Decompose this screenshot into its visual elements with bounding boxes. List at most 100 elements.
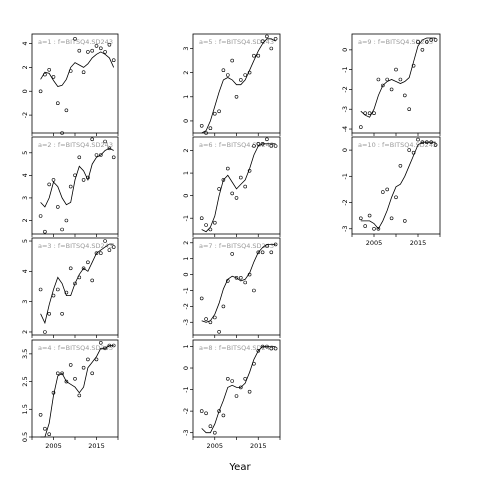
data-point xyxy=(234,95,239,99)
panel-strip-label: a=1 : f=BITSQ4.SD243 xyxy=(38,38,113,46)
data-point xyxy=(363,224,368,228)
data-point xyxy=(273,36,278,41)
data-point xyxy=(269,250,274,255)
data-point xyxy=(243,376,247,381)
data-point xyxy=(217,187,221,191)
data-point xyxy=(234,275,239,280)
y-tick-label: 4 xyxy=(21,41,29,45)
y-tick-label: 0 xyxy=(182,194,190,198)
panel-8: a=8 : f=BITSQ4.SD243 -3 -2 -1 0 1 2005 2015 xyxy=(182,339,281,450)
data-point xyxy=(64,218,69,223)
data-point xyxy=(213,220,217,225)
data-point xyxy=(51,178,56,182)
data-point xyxy=(385,77,390,82)
data-point xyxy=(199,409,204,413)
data-point xyxy=(256,348,261,353)
data-point xyxy=(429,140,434,144)
data-point xyxy=(243,73,247,77)
panel-frame xyxy=(192,339,281,438)
data-point xyxy=(111,58,116,63)
data-point xyxy=(260,39,265,44)
data-point xyxy=(273,144,278,148)
data-point xyxy=(265,34,269,39)
data-point xyxy=(86,260,90,265)
y-tick-label: 1 xyxy=(182,171,190,175)
y-tick-label: 0.5 xyxy=(21,432,29,442)
panel-4: a=4 : f=BITSQ4.SD243 0.5 1.5 2.5 3.5 2005 2015 xyxy=(21,339,119,450)
data-point xyxy=(86,357,90,362)
data-point xyxy=(372,111,376,115)
panel-strip-label: a=9 : f=BITSQ4.SD243 xyxy=(358,38,433,46)
smooth-line xyxy=(40,51,115,87)
data-point xyxy=(68,266,73,271)
y-tick-label: -3 xyxy=(182,319,190,325)
y-tick-label: 4 xyxy=(21,269,29,273)
data-point xyxy=(204,223,208,227)
data-point xyxy=(239,78,243,82)
panels-layer: a=1 : f=BITSQ4.SD243 -2 0 2 4 a=2 : f=BITSQ4.… xyxy=(21,33,441,450)
smooth-line xyxy=(201,346,276,434)
y-tick-label: -1 xyxy=(182,386,190,392)
data-point xyxy=(385,187,390,192)
smooth-line xyxy=(360,37,436,118)
data-point xyxy=(239,385,243,390)
smooth-line xyxy=(201,38,276,134)
data-point xyxy=(64,108,69,113)
panel-5: a=5 : f=BITSQ4.SD243 0 1 2 3 xyxy=(182,33,281,136)
data-point xyxy=(252,144,256,148)
y-tick-label: 4 xyxy=(21,173,29,177)
data-point xyxy=(208,227,213,232)
data-point xyxy=(226,166,230,171)
data-point xyxy=(51,390,56,395)
data-point xyxy=(230,191,234,196)
y-tick-label: 3 xyxy=(21,196,29,200)
data-point xyxy=(199,216,204,220)
data-point xyxy=(402,93,407,98)
data-point xyxy=(221,304,226,309)
data-point xyxy=(226,279,230,283)
data-point xyxy=(269,46,274,51)
data-point xyxy=(38,412,43,417)
x-tick-label: 2005 xyxy=(206,442,223,450)
data-point xyxy=(111,245,116,249)
data-point xyxy=(77,48,82,53)
y-tick-label: 5 xyxy=(21,239,29,243)
data-point xyxy=(204,317,208,321)
data-point xyxy=(217,109,221,114)
data-point xyxy=(107,343,112,348)
smooth-line xyxy=(40,345,114,438)
data-point xyxy=(199,124,204,128)
panel-strip-label: a=2 : f=BITSQ4.SD243 xyxy=(38,141,113,149)
data-point xyxy=(407,148,412,152)
data-point xyxy=(55,371,60,376)
data-point xyxy=(81,266,86,271)
data-point xyxy=(424,140,429,144)
data-point xyxy=(60,311,64,316)
data-point xyxy=(213,430,217,435)
data-point xyxy=(394,195,398,200)
data-point xyxy=(68,69,73,73)
data-point xyxy=(429,38,434,42)
panel-strip-label: a=10 : f=BITSQ4.SD243 xyxy=(358,141,437,149)
y-tick-label: 0 xyxy=(341,148,349,152)
data-point xyxy=(260,344,265,349)
data-point xyxy=(47,311,52,316)
y-tick-label: -1 xyxy=(182,215,190,221)
data-point xyxy=(411,150,416,155)
panel-frame xyxy=(31,136,119,235)
y-tick-label: 2 xyxy=(182,148,190,152)
data-point xyxy=(230,379,234,383)
data-point xyxy=(247,70,252,75)
data-point xyxy=(269,144,274,148)
data-point xyxy=(230,58,234,63)
data-point xyxy=(226,376,230,381)
data-point xyxy=(398,77,403,82)
panel-frame xyxy=(31,33,119,134)
y-tick-label: -3 xyxy=(341,106,349,112)
y-tick-label: -2 xyxy=(182,408,190,414)
data-point xyxy=(103,346,107,351)
panel-9: a=9 : f=BITSQ4.SD243 -4 -3 -2 -1 0 xyxy=(341,33,441,136)
data-point xyxy=(398,164,403,168)
data-point xyxy=(247,272,252,277)
